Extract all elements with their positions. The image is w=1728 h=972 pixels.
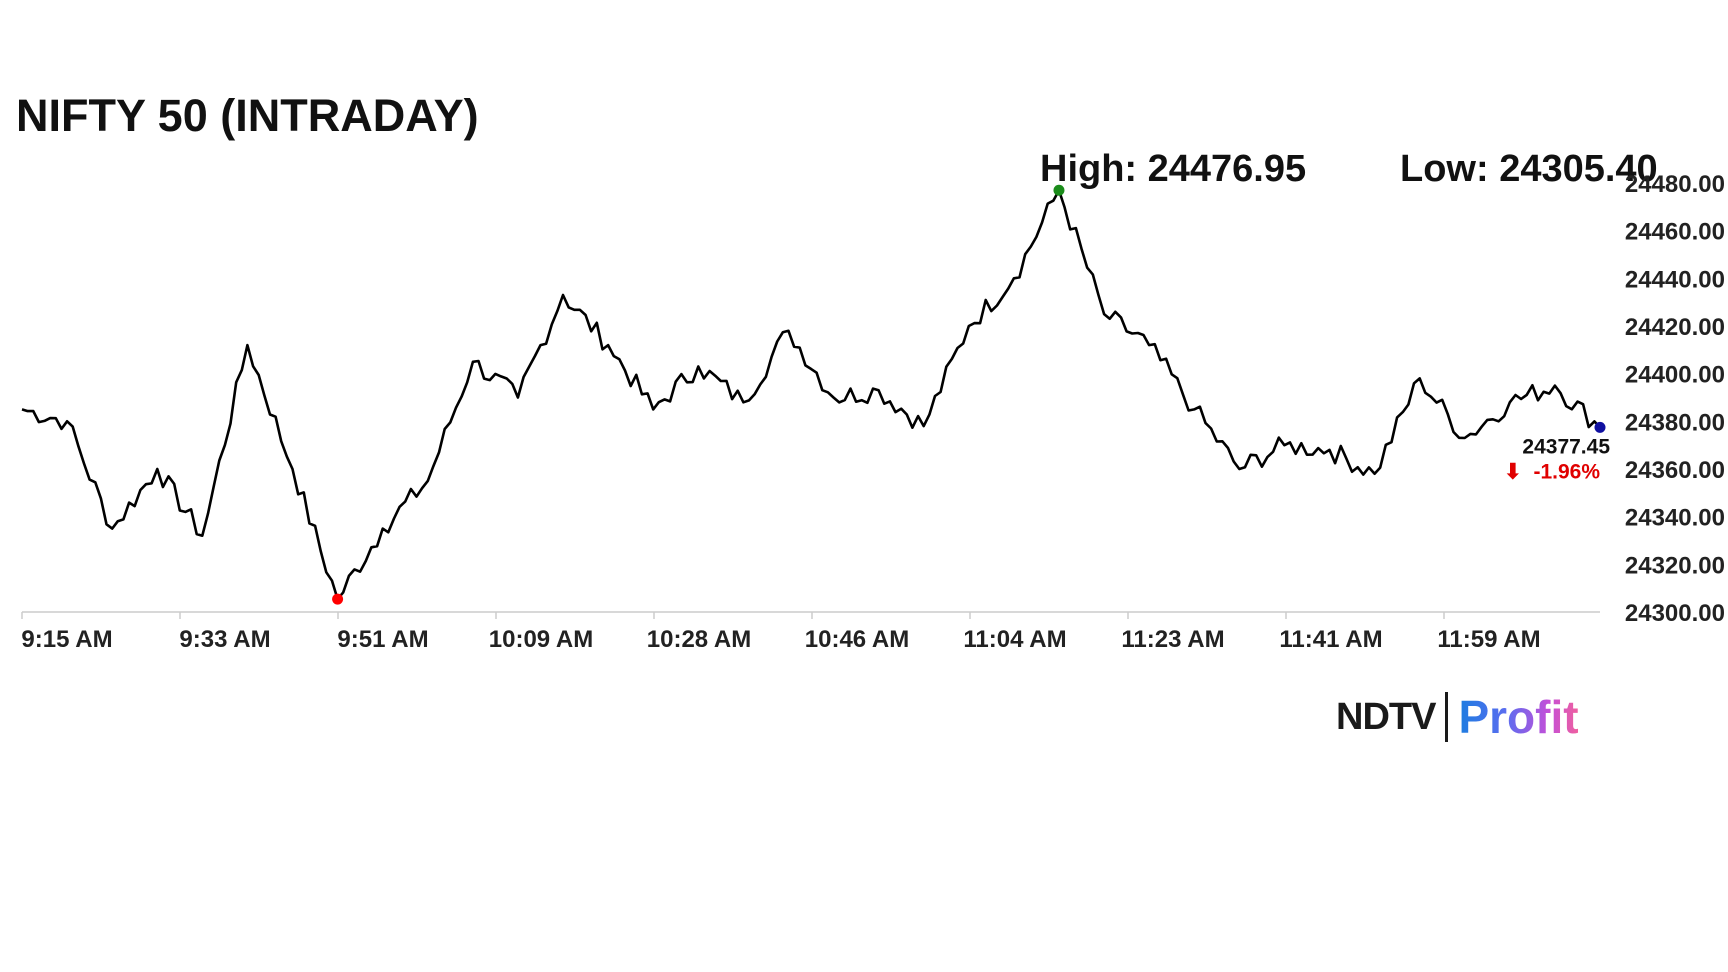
high-marker xyxy=(1053,184,1065,196)
chart-title: NIFTY 50 (INTRADAY) xyxy=(16,90,479,141)
low-label: Low: 24305.40 xyxy=(1400,148,1658,190)
y-axis-ticks: 24300.00 24320.00 24340.00 24360.00 24380.00… xyxy=(1625,171,1725,627)
x-tick-label: 9:15 AM xyxy=(21,626,112,653)
y-tick-label: 24320.00 xyxy=(1625,552,1725,579)
x-tick-label: 11:23 AM xyxy=(1121,626,1224,653)
high-label: High: 24476.95 xyxy=(1040,148,1307,190)
logo-profit-text: Profit xyxy=(1458,691,1579,743)
y-tick-label: 24380.00 xyxy=(1625,409,1725,436)
logo-divider xyxy=(1445,692,1449,742)
y-tick-label: 24340.00 xyxy=(1625,505,1725,532)
y-tick-label: 24440.00 xyxy=(1625,266,1725,293)
x-tick-label: 11:04 AM xyxy=(963,626,1066,653)
y-tick-label: 24360.00 xyxy=(1625,457,1725,484)
x-tick-label: 10:46 AM xyxy=(805,626,909,653)
change-percent-label: ⬇ -1.96% xyxy=(1504,460,1600,483)
y-tick-label: 24480.00 xyxy=(1625,171,1725,198)
price-line xyxy=(21,189,1601,601)
last-value-marker xyxy=(1594,421,1606,433)
x-tick-label: 11:59 AM xyxy=(1437,626,1540,653)
x-tick-label: 9:33 AM xyxy=(179,626,270,653)
x-axis-ticks: 9:15 AM 9:33 AM 9:51 AM 10:09 AM 10:28 AM 10:… xyxy=(21,612,1541,653)
x-tick-label: 10:09 AM xyxy=(489,626,593,653)
y-tick-label: 24420.00 xyxy=(1625,314,1725,341)
change-percent-value: -1.96% xyxy=(1533,460,1600,483)
low-marker xyxy=(332,593,344,605)
y-tick-label: 24300.00 xyxy=(1625,600,1725,627)
logo-ndtv-text: NDTV xyxy=(1336,695,1436,738)
y-tick-label: 24460.00 xyxy=(1625,219,1725,246)
down-arrow-icon: ⬇ xyxy=(1504,460,1522,483)
y-tick-label: 24400.00 xyxy=(1625,362,1725,389)
ndtv-profit-logo: NDTV Profit xyxy=(1336,688,1579,746)
x-tick-label: 9:51 AM xyxy=(337,626,428,653)
x-tick-label: 11:41 AM xyxy=(1279,626,1382,653)
last-value-label: 24377.45 xyxy=(1522,435,1610,458)
x-tick-label: 10:28 AM xyxy=(647,626,751,653)
